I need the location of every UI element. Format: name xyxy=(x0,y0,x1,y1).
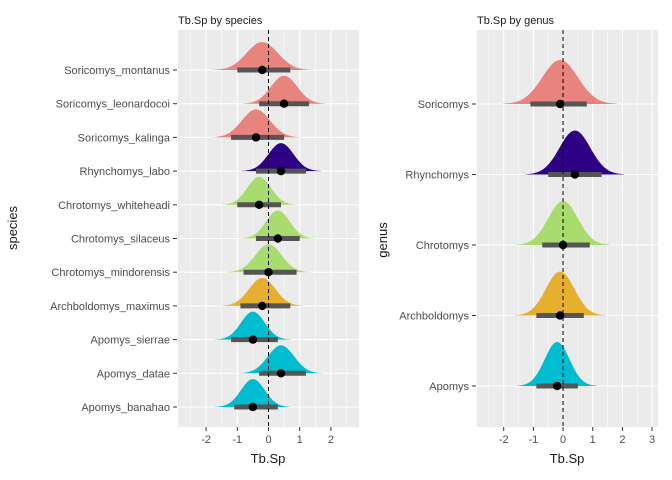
category-label: Chrotomys xyxy=(416,240,470,252)
ridge-apomys-datae xyxy=(239,345,323,378)
mean-point xyxy=(555,311,565,320)
x-tick-label: 3 xyxy=(649,434,655,446)
mean-point xyxy=(251,133,261,142)
category-label: Apomys_sierrae xyxy=(91,335,170,347)
mean-point xyxy=(254,200,264,209)
x-tick-label: 1 xyxy=(297,434,303,446)
density-curve xyxy=(242,75,326,104)
genus-category-labels: Soricomys Rhynchomys Chrotomys Archboldomys… xyxy=(399,99,476,393)
ridge-chrotomys xyxy=(515,201,611,250)
x-tick-label: -1 xyxy=(232,434,242,446)
density-curve xyxy=(220,277,305,306)
x-tick-label: 1 xyxy=(590,434,596,446)
ridge-chrotomys-whiteheadi xyxy=(221,176,298,209)
ridge-rhynchomys-labo xyxy=(241,143,321,176)
density-curve xyxy=(239,345,323,374)
ridge-soricomys-montanus xyxy=(212,42,313,75)
ridge-apomys xyxy=(517,342,597,391)
genus-x-axis-label: Tb.Sp xyxy=(550,451,585,466)
mean-point xyxy=(273,234,283,243)
density-curve xyxy=(517,342,597,386)
density-curve xyxy=(226,244,311,273)
category-label: Chrotomys_whiteheadi xyxy=(58,200,170,212)
density-curve xyxy=(241,143,321,172)
species-y-axis-label: species xyxy=(5,205,20,250)
mean-point xyxy=(248,335,258,344)
x-tick-label: -2 xyxy=(499,434,509,446)
category-label: Chrotomys_silaceus xyxy=(71,234,171,246)
species-x-axis-label: Tb.Sp xyxy=(251,451,286,466)
density-curve xyxy=(515,201,611,245)
density-curve xyxy=(514,271,606,316)
mean-point xyxy=(258,65,267,75)
density-curve xyxy=(212,42,313,70)
density-curve xyxy=(239,210,316,239)
mean-point xyxy=(276,166,286,176)
category-label: Chrotomys_mindorensis xyxy=(51,267,170,279)
mean-point xyxy=(552,381,562,391)
genus-y-axis-label: genus xyxy=(375,222,390,258)
x-tick-label: 0 xyxy=(560,434,566,446)
ridge-archboldomys-maximus xyxy=(220,277,305,311)
ridge-rhynchomys xyxy=(525,130,625,179)
x-tick-label: 2 xyxy=(619,434,625,446)
density-curve xyxy=(221,176,298,205)
mean-point xyxy=(279,99,289,108)
ridge-soricomys-kalinga xyxy=(211,109,301,142)
species-panel: Tb.Sp by species Soricomys_montanusSoric… xyxy=(5,15,359,466)
category-label: Soricomys_kalinga xyxy=(78,132,171,144)
category-label: Soricomys xyxy=(418,99,470,111)
ridge-soricomys-leonardocoi xyxy=(242,75,326,108)
species-x-tick-labels: -2 -1 0 1 2 xyxy=(201,427,334,446)
ridge-soricomys xyxy=(503,60,618,109)
category-label: Soricomys_montanus xyxy=(64,65,170,77)
mean-point xyxy=(570,170,580,179)
mean-point xyxy=(264,268,273,277)
ridge-apomys-banahao xyxy=(214,379,291,412)
ridge-archboldomys xyxy=(514,271,606,320)
genus-ridges xyxy=(503,60,625,391)
density-curve xyxy=(503,60,618,104)
density-curve xyxy=(214,379,291,407)
x-tick-label: 2 xyxy=(328,434,334,446)
category-label: Rhynchomys xyxy=(405,170,469,182)
category-label: Soricomys_leonardocoi xyxy=(56,99,170,111)
mean-point xyxy=(276,369,286,378)
density-curve xyxy=(211,109,301,138)
mean-point xyxy=(558,240,568,250)
ridge-apomys-sierrae xyxy=(214,311,291,344)
category-label: Apomys_banahao xyxy=(81,402,170,414)
category-label: Archboldomys xyxy=(399,311,469,323)
mean-point xyxy=(248,402,258,412)
category-label: Apomys_datae xyxy=(97,368,170,380)
x-tick-label: -2 xyxy=(201,434,211,446)
density-curve xyxy=(525,130,625,175)
genus-panel: Tb.Sp by genus Soricomys Rhynchomys Chroto… xyxy=(375,15,658,466)
density-curve xyxy=(214,311,291,340)
x-tick-label: 0 xyxy=(265,434,271,446)
x-tick-label: -1 xyxy=(528,434,538,446)
category-label: Archboldomys_maximus xyxy=(50,301,170,313)
species-category-labels: Soricomys_montanus Soricomys_leonardocoi S… xyxy=(50,65,177,414)
ridge-chrotomys-mindorensis xyxy=(226,244,311,277)
ridge-chrotomys-silaceus xyxy=(239,210,316,243)
category-label: Apomys xyxy=(429,381,469,393)
species-panel-title: Tb.Sp by species xyxy=(178,15,263,27)
genus-panel-title: Tb.Sp by genus xyxy=(477,15,555,27)
mean-point xyxy=(258,301,267,311)
category-label: Rhynchomys_labo xyxy=(80,166,171,178)
species-ridges xyxy=(211,42,326,412)
mean-point xyxy=(555,99,565,109)
genus-x-tick-labels: -2 -1 0 1 2 3 xyxy=(499,427,655,446)
